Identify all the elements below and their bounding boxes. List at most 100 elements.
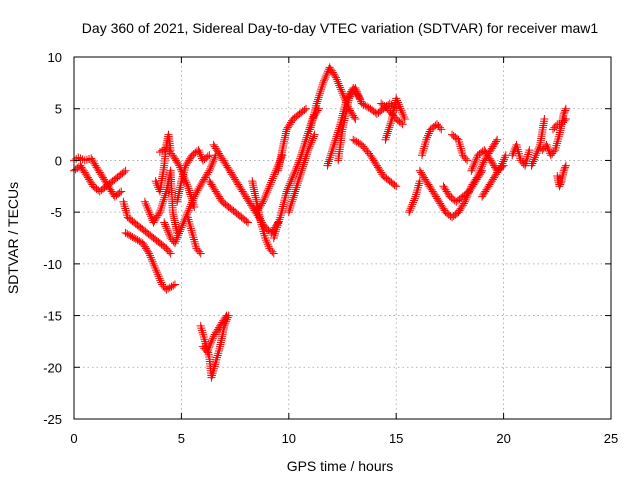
data-point bbox=[468, 164, 477, 173]
data-point bbox=[312, 99, 321, 108]
data-point bbox=[133, 236, 142, 245]
data-point bbox=[150, 216, 159, 225]
data-point bbox=[530, 153, 539, 162]
data-point bbox=[287, 199, 296, 208]
data-point bbox=[221, 313, 230, 322]
data-point bbox=[274, 217, 283, 226]
data-point bbox=[425, 182, 434, 191]
data-point bbox=[328, 145, 337, 154]
data-point bbox=[496, 163, 505, 172]
data-point bbox=[469, 178, 478, 187]
data-point bbox=[206, 178, 215, 187]
data-point bbox=[481, 147, 490, 156]
data-point bbox=[105, 184, 114, 193]
data-point bbox=[179, 171, 188, 180]
data-point bbox=[194, 146, 203, 155]
data-point bbox=[301, 104, 310, 113]
data-point bbox=[461, 154, 470, 163]
data-point bbox=[82, 171, 91, 180]
data-point bbox=[398, 108, 407, 117]
data-point bbox=[413, 185, 422, 194]
data-point bbox=[301, 135, 310, 144]
data-point bbox=[488, 142, 497, 151]
data-point bbox=[214, 149, 223, 158]
data-point bbox=[276, 211, 285, 220]
data-point bbox=[159, 197, 168, 206]
data-point bbox=[206, 162, 215, 171]
data-point bbox=[208, 159, 217, 168]
data-point bbox=[275, 215, 284, 224]
data-point bbox=[491, 171, 500, 180]
grid bbox=[74, 57, 611, 419]
data-point bbox=[332, 75, 341, 84]
data-point bbox=[351, 115, 360, 124]
data-point bbox=[293, 179, 302, 188]
data-point bbox=[173, 158, 182, 167]
data-point bbox=[385, 123, 394, 132]
data-point bbox=[236, 184, 245, 193]
data-point bbox=[237, 185, 246, 194]
data-point bbox=[269, 249, 278, 258]
data-point bbox=[480, 189, 489, 198]
series-arc-ad bbox=[448, 130, 472, 165]
series-arc-a bbox=[70, 161, 130, 196]
data-point bbox=[542, 140, 551, 149]
data-point bbox=[297, 166, 306, 175]
data-point bbox=[368, 154, 377, 163]
data-point bbox=[326, 151, 335, 160]
data-point bbox=[300, 106, 309, 115]
data-point bbox=[146, 253, 155, 262]
data-point bbox=[384, 125, 393, 134]
data-point bbox=[256, 201, 265, 210]
data-point bbox=[202, 171, 211, 180]
data-point bbox=[205, 341, 214, 350]
data-point bbox=[336, 85, 345, 94]
x-tick-label: 25 bbox=[604, 431, 618, 446]
data-point bbox=[307, 118, 316, 127]
data-point bbox=[554, 135, 563, 144]
data-point bbox=[428, 187, 437, 196]
series-arc-x bbox=[377, 99, 407, 129]
data-point bbox=[293, 181, 302, 190]
data-point bbox=[302, 152, 311, 161]
data-point bbox=[349, 111, 358, 120]
data-point bbox=[167, 282, 176, 291]
data-point bbox=[185, 204, 194, 213]
data-point bbox=[196, 180, 205, 189]
data-point bbox=[456, 144, 465, 153]
data-point bbox=[214, 347, 223, 356]
data-point bbox=[205, 166, 214, 175]
data-point bbox=[213, 190, 222, 199]
data-point bbox=[98, 173, 107, 182]
data-point bbox=[254, 204, 263, 213]
data-point bbox=[155, 274, 164, 283]
data-point bbox=[266, 180, 275, 189]
data-point bbox=[119, 197, 128, 206]
data-point bbox=[284, 208, 293, 217]
data-point bbox=[184, 184, 193, 193]
data-point bbox=[157, 201, 166, 210]
data-point bbox=[81, 170, 90, 179]
data-point bbox=[210, 142, 219, 151]
data-point bbox=[352, 87, 361, 96]
data-point bbox=[466, 184, 475, 193]
data-point bbox=[488, 175, 497, 184]
y-tick-label: -15 bbox=[43, 309, 62, 324]
data-point bbox=[273, 221, 282, 230]
data-point bbox=[142, 201, 151, 210]
data-point bbox=[135, 237, 144, 246]
data-point bbox=[245, 197, 254, 206]
data-point bbox=[286, 201, 295, 210]
data-point bbox=[184, 206, 193, 215]
data-point bbox=[472, 173, 481, 182]
data-point bbox=[298, 162, 307, 171]
data-point bbox=[336, 83, 345, 92]
data-point bbox=[189, 235, 198, 244]
data-point bbox=[80, 168, 89, 177]
data-point bbox=[421, 175, 430, 184]
data-point bbox=[421, 140, 430, 149]
data-point bbox=[139, 240, 148, 249]
data-point bbox=[482, 185, 491, 194]
data-point bbox=[213, 325, 222, 334]
data-point bbox=[420, 142, 429, 151]
